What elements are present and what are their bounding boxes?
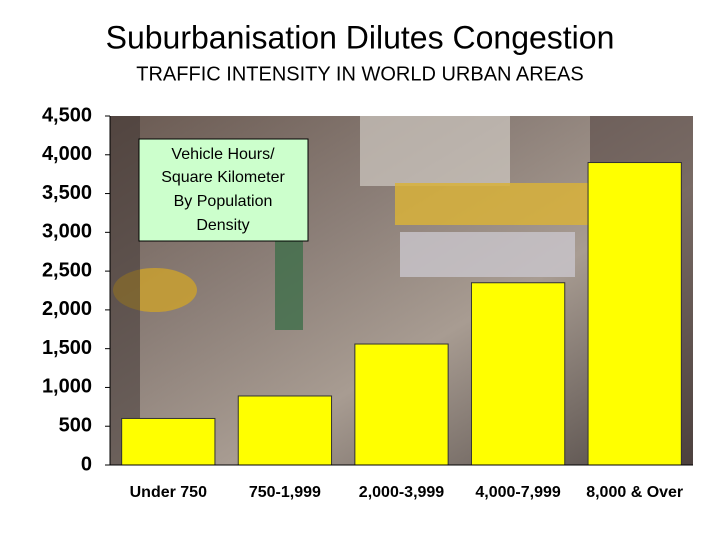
annotation-line: By Population [174, 193, 273, 210]
y-tick-label: 3,000 [42, 221, 92, 243]
annotation-line: Density [196, 217, 249, 234]
y-tick-label: 1,000 [42, 376, 92, 398]
y-tick-label: 4,000 [42, 143, 92, 165]
y-tick-label: 0 [81, 453, 92, 475]
bar [237, 395, 333, 466]
x-tick-label: 8,000 & Over [586, 484, 684, 501]
bar [470, 282, 566, 466]
y-tick-label: 1,500 [42, 337, 92, 359]
y-tick-label: 2,000 [42, 298, 92, 320]
annotation-line: Vehicle Hours/ [171, 146, 275, 163]
x-tick-label: 750-1,999 [248, 484, 321, 501]
annotation-box [138, 138, 309, 242]
annotation-line: Square Kilometer [161, 169, 285, 186]
x-tick-label: Under 750 [129, 484, 207, 501]
y-tick-label: 2,500 [42, 259, 92, 281]
bar [587, 162, 682, 466]
x-tick-label: 4,000-7,999 [475, 484, 561, 501]
y-tick-label: 500 [59, 415, 92, 437]
bar [121, 417, 216, 466]
y-tick-label: 4,500 [42, 104, 92, 126]
chart-subtitle: TRAFFIC INTENSITY IN WORLD URBAN AREAS [136, 63, 583, 85]
chart-title: Suburbanisation Dilutes Congestion [106, 19, 615, 55]
x-tick-label: 2,000-3,999 [358, 484, 445, 501]
bar [354, 343, 449, 466]
y-tick-label: 3,500 [42, 182, 92, 204]
